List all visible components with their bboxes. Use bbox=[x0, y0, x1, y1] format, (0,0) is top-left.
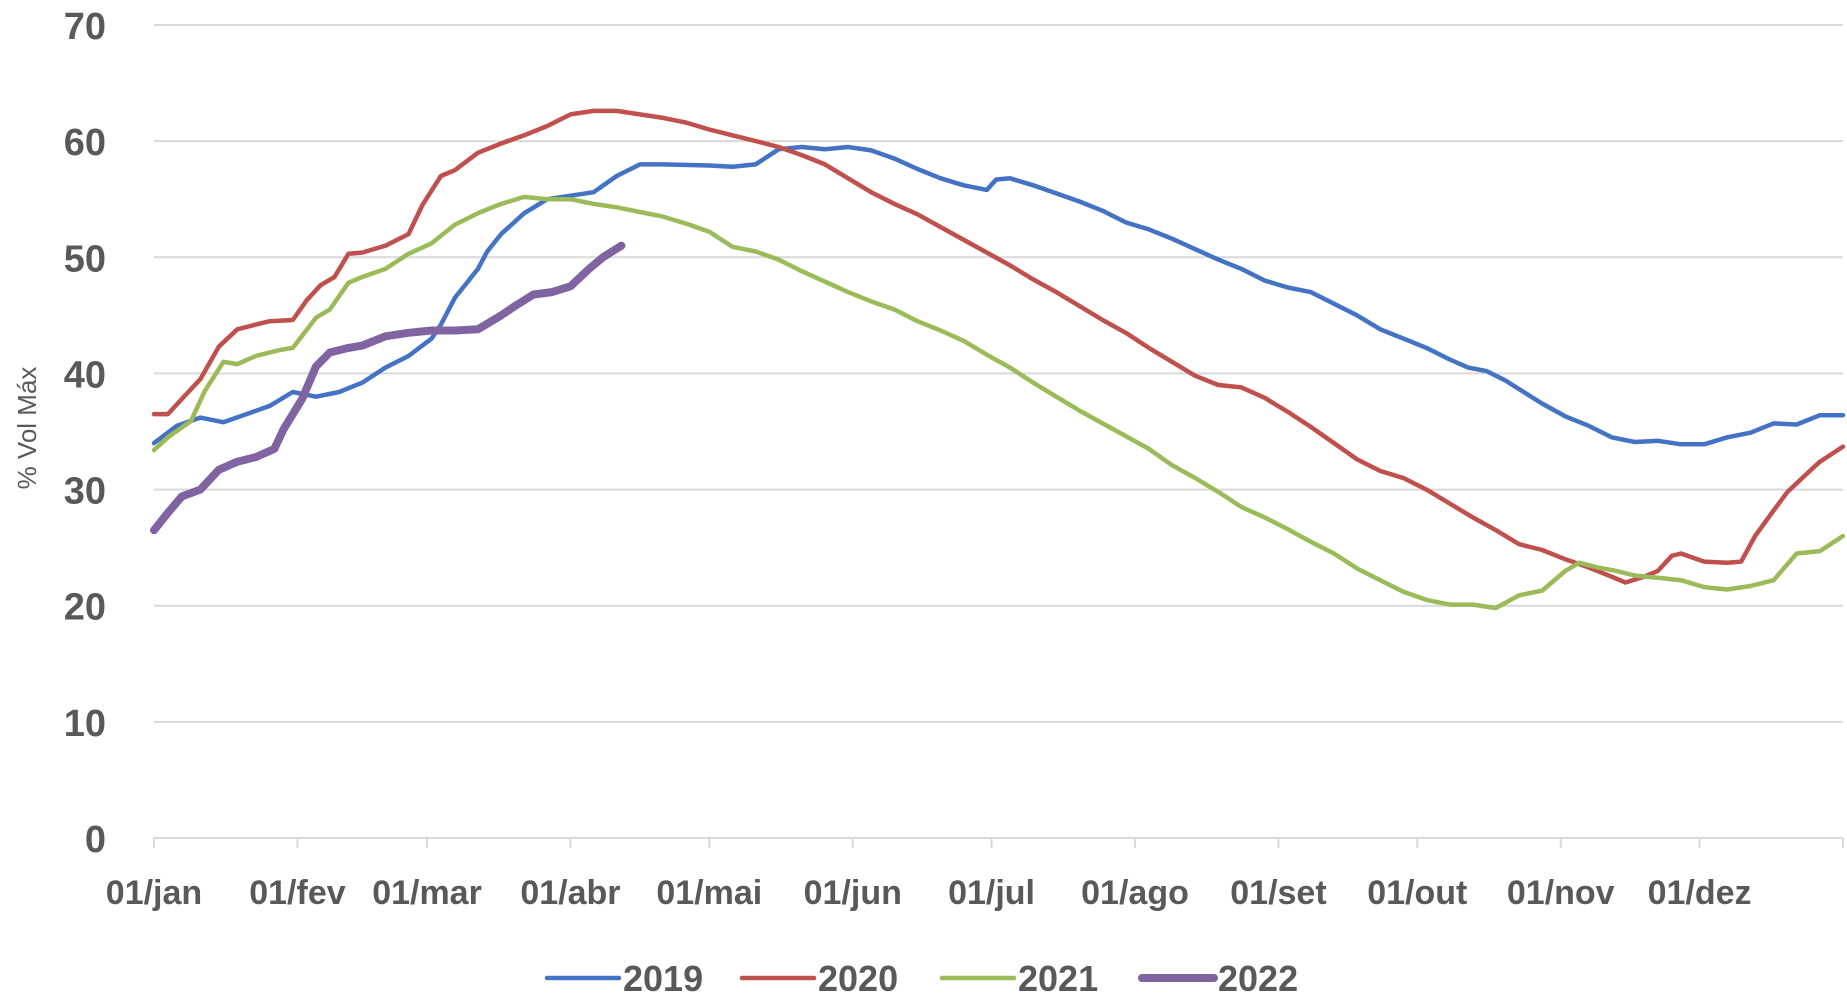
legend-label-2021: 2021 bbox=[1018, 958, 1098, 993]
y-tick-label: 0 bbox=[85, 819, 106, 861]
x-tick-label: 01/set bbox=[1230, 874, 1326, 912]
plot-area bbox=[150, 108, 1846, 611]
x-tick-label: 01/nov bbox=[1507, 874, 1615, 912]
tick-labels: 0 10 20 30 40 50 60 70 01/jan 01/fev 01/mar 01/abr 0… bbox=[64, 6, 1752, 912]
y-tick-label: 40 bbox=[64, 354, 106, 396]
x-tick-label: 01/jun bbox=[804, 874, 902, 912]
legend: 2019 2020 2021 2022 bbox=[544, 958, 1298, 993]
series-line-2019 bbox=[151, 144, 1846, 447]
x-tick-label: 01/mai bbox=[656, 874, 762, 912]
series-line-2020 bbox=[151, 108, 1846, 585]
x-tick-label: 01/jan bbox=[106, 874, 202, 912]
series-line-2022 bbox=[150, 241, 626, 535]
x-tick-label: 01/mar bbox=[372, 874, 482, 912]
legend-label-2020: 2020 bbox=[818, 958, 898, 993]
x-tick-label: 01/ago bbox=[1081, 874, 1189, 912]
y-tick-label: 70 bbox=[64, 6, 106, 48]
legend-label-2019: 2019 bbox=[623, 958, 703, 993]
x-tick-label: 01/dez bbox=[1648, 874, 1752, 912]
series-line-2021 bbox=[151, 194, 1846, 611]
y-axis-label: % Vol Máx bbox=[12, 367, 42, 490]
y-tick-label: 30 bbox=[64, 471, 106, 513]
x-tick-label: 01/out bbox=[1367, 874, 1467, 912]
y-tick-label: 10 bbox=[64, 703, 106, 745]
y-tick-label: 60 bbox=[64, 122, 106, 164]
y-tick-label: 20 bbox=[64, 587, 106, 629]
x-tick-label: 01/jul bbox=[948, 874, 1035, 912]
x-axis bbox=[153, 837, 1844, 848]
legend-label-2022: 2022 bbox=[1218, 958, 1298, 993]
x-tick-label: 01/fev bbox=[249, 874, 345, 912]
gridlines bbox=[154, 24, 1843, 723]
x-tick-label: 01/abr bbox=[520, 874, 620, 912]
y-tick-label: 50 bbox=[64, 238, 106, 280]
